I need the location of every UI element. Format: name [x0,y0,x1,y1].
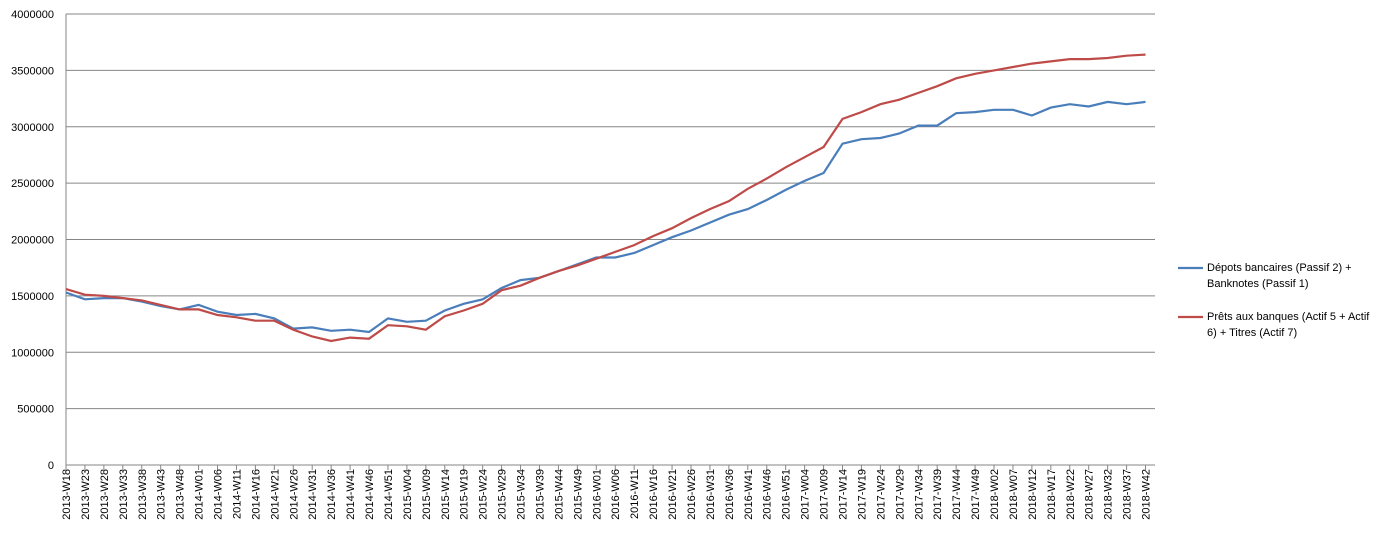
x-tick-label: 2014-W16 [250,469,262,520]
x-tick-label: 2018-W42 [1141,469,1153,520]
legend-label: Prêts aux banques (Actif 5 + Actif 6) + … [1207,311,1370,339]
x-tick-label: 2014-W01 [194,469,206,520]
x-tick-label: 2018-W22 [1065,469,1077,520]
x-tick-label: 2013-W18 [61,469,73,520]
x-tick-label: 2015-W34 [516,469,528,520]
x-tick-label: 2015-W19 [459,469,471,520]
x-tick-label: 2014-W11 [231,469,243,519]
y-tick-label: 3000000 [11,122,54,134]
x-tick-label: 2017-W19 [856,469,868,520]
series-line [65,100,1146,334]
x-tick-label: 2016-W11 [629,469,641,519]
y-tick-label: 1500000 [11,291,54,303]
x-tick-label: 2014-W31 [307,469,319,520]
x-tick-label: 2018-W32 [1103,469,1115,520]
y-tick-label: 3500000 [11,65,54,77]
x-tick-label: 2013-W28 [99,469,111,520]
x-tick-label: 2015-W39 [534,469,546,520]
x-tick-label: 2018-W12 [1027,469,1039,520]
x-tick-label: 2014-W36 [326,469,338,520]
x-tick-label: 2016-W31 [705,469,717,520]
x-tick-label: 2018-W37 [1122,469,1134,520]
x-tick-label: 2016-W16 [648,469,660,520]
x-tick-label: 2018-W07 [1008,469,1020,520]
x-tick-label: 2016-W21 [667,469,679,520]
x-tick-label: 2015-W09 [421,469,433,520]
x-tick-label: 2014-W51 [383,469,395,520]
x-tick-label: 2014-W06 [213,469,225,520]
x-tick-label: 2016-W06 [610,469,622,520]
x-tick-label: 2013-W43 [156,469,168,520]
x-tick-label: 2015-W29 [497,469,509,520]
x-tick-label: 2016-W36 [724,469,736,520]
x-tick-label: 2013-W23 [80,469,92,520]
y-tick-label: 500000 [17,404,54,416]
x-tick-label: 2017-W24 [875,469,887,520]
x-tick-label: 2017-W44 [951,469,963,520]
x-tick-label: 2013-W48 [175,469,187,520]
x-tick-label: 2016-W26 [686,469,698,520]
x-tick-label: 2015-W44 [553,469,565,520]
y-tick-label: 1000000 [11,347,54,359]
x-tick-label: 2017-W09 [819,469,831,520]
x-tick-label: 2017-W39 [932,469,944,520]
x-tick-label: 2015-W24 [478,469,490,520]
x-tick-label: 2017-W04 [800,469,812,520]
x-tick-label: 2014-W21 [269,469,281,520]
y-tick-label: 2000000 [11,235,54,247]
x-tick-label: 2015-W49 [572,469,584,520]
y-tick-label: 4000000 [11,9,54,21]
series-line [65,53,1146,343]
x-tick-label: 2016-W41 [743,469,755,520]
x-tick-label: 2014-W41 [345,469,357,520]
legend-label: Dépots bancaires (Passif 2) + Banknotes … [1207,262,1352,290]
x-tick-label: 2013-W38 [137,469,149,520]
x-tick-label: 2014-W46 [364,469,376,520]
x-tick-label: 2015-W14 [440,469,452,520]
x-tick-label: 2016-W51 [781,469,793,520]
y-tick-label: 2500000 [11,178,54,190]
x-tick-label: 2016-W46 [762,469,774,520]
y-tick-label: 0 [48,460,54,472]
x-tick-label: 2018-W02 [989,469,1001,520]
x-tick-label: 2017-W14 [838,469,850,520]
x-tick-label: 2014-W26 [288,469,300,520]
x-tick-label: 2016-W01 [591,469,603,520]
x-tick-label: 2017-W34 [913,469,925,520]
x-tick-label: 2018-W27 [1084,469,1096,520]
x-tick-label: 2015-W04 [402,469,414,520]
x-tick-label: 2017-W49 [970,469,982,520]
x-tick-label: 2017-W29 [894,469,906,520]
x-tick-label: 2013-W33 [118,469,130,520]
x-tick-label: 2018-W17 [1046,469,1058,520]
